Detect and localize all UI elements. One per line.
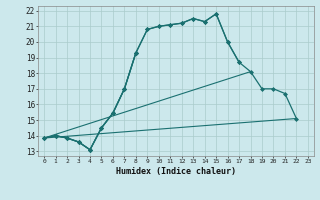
X-axis label: Humidex (Indice chaleur): Humidex (Indice chaleur) bbox=[116, 167, 236, 176]
